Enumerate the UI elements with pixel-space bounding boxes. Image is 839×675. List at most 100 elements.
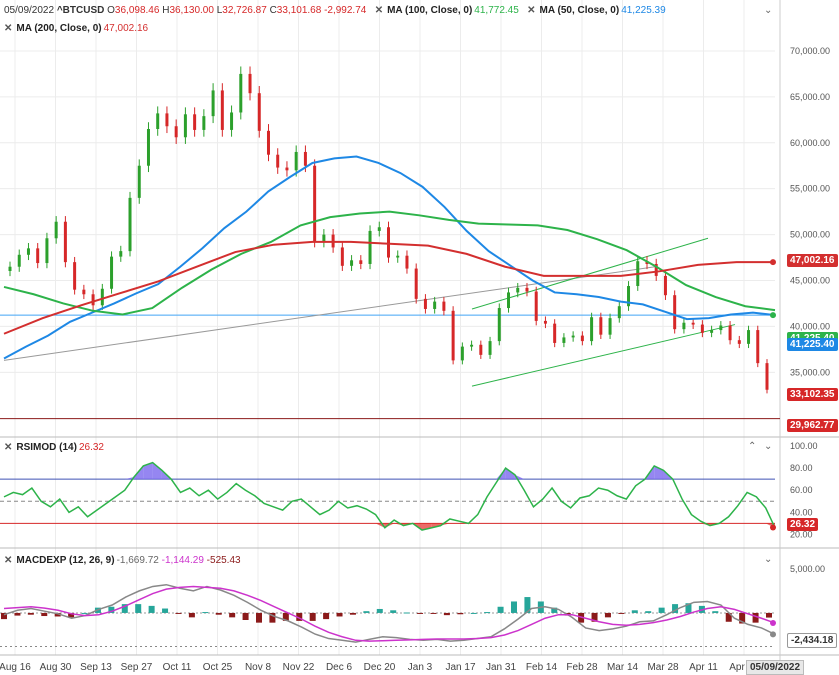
candle-body: [479, 344, 483, 355]
macd-histogram-bar: [658, 607, 665, 613]
ma200-price-tag: 47,002.16: [787, 254, 838, 267]
macd-hist-value: -525.43: [206, 555, 241, 566]
rsi-collapse-up-icon[interactable]: ⌃: [748, 441, 757, 452]
macd-histogram-bar: [430, 612, 437, 614]
candle-body: [17, 254, 21, 267]
candle-body: [396, 255, 400, 258]
candle-body: [663, 275, 667, 296]
remove-macd-button[interactable]: ✕: [4, 555, 13, 566]
remove-ma200-button[interactable]: ✕: [4, 23, 13, 34]
macd-histogram-bar: [27, 612, 34, 615]
x-tick-label: Nov 22: [283, 662, 315, 673]
candle-body: [82, 289, 86, 295]
x-tick-label: Oct 11: [163, 662, 192, 673]
rsi-name: RSIMOD (14): [16, 442, 77, 453]
ma200-line: [3, 240, 776, 335]
rsi-collapse-down-icon[interactable]: ⌄: [764, 441, 773, 452]
x-tick-label: Mar 14: [607, 662, 639, 673]
candle-body: [266, 130, 270, 155]
x-tick-label: Sep 13: [80, 662, 112, 673]
x-tick-label: Mar 28: [647, 662, 679, 673]
macd-histogram-bar: [645, 611, 652, 613]
x-tick-label: Jan 31: [486, 662, 516, 673]
legend-symbol: ^BTCUSD: [56, 5, 105, 16]
macd-histogram-bar: [739, 612, 746, 624]
price-pane-collapse-icon[interactable]: ⌄: [764, 5, 773, 16]
candle-body: [387, 227, 390, 258]
x-tick-label: Dec 6: [326, 662, 353, 673]
candle-body: [534, 291, 538, 321]
candle-body: [553, 323, 557, 343]
ma50-price-tag: 41,225.40: [787, 338, 838, 351]
candle-body: [405, 255, 409, 269]
candle-body: [728, 325, 732, 341]
candle-body: [165, 113, 169, 127]
macd-histogram-bar: [497, 606, 504, 613]
candle-body: [110, 256, 114, 289]
ma200-value: 47,002.16: [103, 23, 149, 34]
candle-body: [691, 322, 695, 325]
remove-ma50-button[interactable]: ✕: [527, 5, 536, 16]
candle-body: [488, 341, 492, 355]
rsi-y-tick-label: 100.00: [790, 441, 818, 451]
x-tick-label: Feb 28: [566, 662, 598, 673]
macd-value-tag: -2,434.18: [787, 633, 838, 648]
x-tick-label: Apr 11: [689, 662, 718, 673]
x-tick-label: Apr 25: [729, 662, 759, 673]
legend-date: 05/09/2022: [4, 5, 55, 16]
ma200-name: MA (200, Close, 0): [16, 23, 102, 34]
macd-histogram-bar: [256, 612, 262, 623]
rsi-overbought-fill: [124, 476, 135, 480]
macd-histogram-bar: [41, 612, 48, 617]
macd-histogram-bar: [229, 612, 236, 618]
candle-body: [442, 301, 446, 311]
rsi-value-tag: 26.32: [787, 518, 819, 531]
macd-histogram-bar: [524, 597, 531, 613]
candle-body: [497, 308, 501, 342]
macd-histogram-bar: [551, 607, 558, 613]
candle-body: [368, 230, 372, 264]
macd-legend: ✕ MACDEXP (12, 26, 9) -1,669.72 -1,144.29 …: [4, 554, 241, 568]
channel-lower-line: [471, 324, 736, 387]
macd-histogram-bar: [457, 612, 464, 615]
candle-body: [91, 294, 95, 306]
x-tick-label: Nov 8: [245, 662, 272, 673]
candle-body: [627, 286, 631, 307]
price-legend: 05/09/2022 ^BTCUSD O36,098.46 H36,130.00…: [4, 4, 666, 18]
candle-body: [239, 73, 243, 113]
level-price-tag: 29,962.77: [787, 419, 838, 432]
macd-histogram-bar: [752, 612, 759, 623]
legend-open-label: O: [107, 5, 115, 16]
candle-body: [248, 73, 252, 94]
ma50-name: MA (50, Close, 0): [539, 5, 620, 16]
macd-histogram-bar: [672, 604, 679, 613]
candle-body: [193, 114, 197, 130]
macd-histogram-bar: [242, 612, 249, 620]
rsi-legend: ✕ RSIMOD (14) 26.32: [4, 441, 104, 455]
candle-body: [414, 268, 418, 299]
candle-body: [460, 346, 464, 361]
channel-upper-line: [471, 237, 709, 310]
macd-histogram-bar: [202, 612, 209, 614]
candle-body: [747, 330, 751, 344]
price-y-tick-label: 65,000.00: [790, 92, 830, 102]
rsi-overbought-fill: [505, 468, 515, 480]
macd-signal-line: [3, 585, 776, 642]
macd-y-tick-label: 5,000.00: [790, 564, 825, 574]
macd-signal-value: -1,144.29: [161, 555, 204, 566]
remove-ma100-button[interactable]: ✕: [374, 5, 384, 16]
candle-body: [451, 310, 455, 361]
candle-body: [146, 129, 150, 166]
macd-collapse-icon[interactable]: ⌄: [764, 554, 773, 565]
remove-rsi-button[interactable]: ✕: [4, 442, 13, 453]
ma100-value: 41,772.45: [474, 5, 519, 16]
price-y-tick-label: 55,000.00: [790, 184, 830, 194]
candle-body: [322, 234, 326, 242]
candle-body: [156, 113, 160, 129]
candle-body: [100, 288, 104, 306]
price-y-tick-label: 70,000.00: [790, 46, 830, 56]
candle-body: [359, 260, 363, 264]
candle-body: [63, 221, 67, 263]
candle-body: [682, 322, 686, 330]
